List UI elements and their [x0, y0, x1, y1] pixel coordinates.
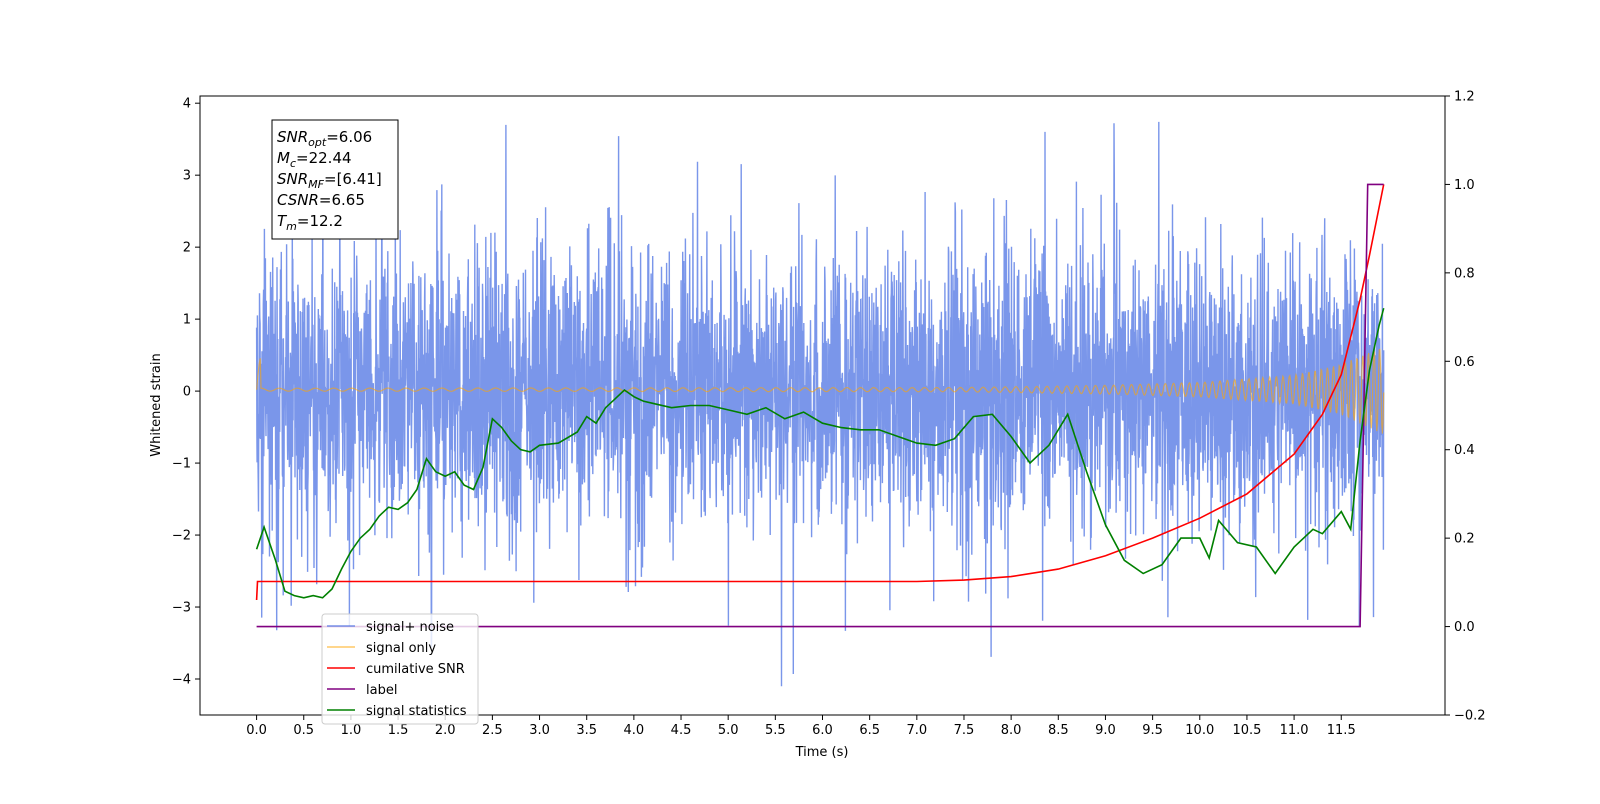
x-tick-label: 2.0	[435, 723, 456, 738]
x-tick-label: 4.0	[624, 723, 645, 738]
info-symbol: SNR	[277, 128, 308, 146]
y2-tick-label: 0.4	[1454, 443, 1475, 458]
x-tick-label: 11.0	[1280, 723, 1309, 738]
x-tick-label: 10.0	[1185, 723, 1214, 738]
y2-tick-label: 0.0	[1454, 620, 1475, 635]
y2-tick-label: 0.6	[1454, 355, 1475, 370]
x-tick-label: 5.0	[718, 723, 739, 738]
info-symbol: CSNR	[277, 191, 319, 209]
x-tick-label: 3.5	[576, 723, 597, 738]
info-value: =6.06	[326, 128, 372, 146]
y-tick-label: 2	[183, 241, 191, 256]
info-subscript: m	[286, 220, 297, 233]
x-tick-label: 1.0	[341, 723, 362, 738]
y2-tick-label: 0.2	[1454, 532, 1475, 547]
y-tick-label: 1	[183, 313, 191, 328]
x-axis-label: Time (s)	[795, 745, 849, 760]
y2-tick-label: 1.0	[1454, 178, 1475, 193]
info-symbol: SNR	[277, 170, 308, 188]
info-subscript: MF	[308, 178, 324, 191]
x-tick-label: 10.5	[1232, 723, 1261, 738]
y-axis-label: Whitened strain	[149, 353, 164, 456]
legend: signal+ noise signal only cumilative SNR la…	[322, 614, 478, 724]
info-line: CSNR=6.65	[277, 191, 365, 209]
x-tick-label: 9.5	[1142, 723, 1163, 738]
y-tick-label: −4	[172, 673, 191, 688]
y2-tick-label: 1.2	[1454, 90, 1475, 105]
y-tick-label: 3	[183, 169, 191, 184]
x-tick-label: 8.0	[1001, 723, 1022, 738]
legend-label-signal-only: signal only	[366, 641, 436, 656]
info-line: SNRMF=[6.41]	[277, 170, 382, 191]
x-tick-label: 11.5	[1327, 723, 1356, 738]
legend-label-label: label	[366, 683, 397, 698]
x-tick-label: 5.5	[765, 723, 786, 738]
x-tick-label: 7.0	[906, 723, 927, 738]
y2-tick-label: 0.8	[1454, 266, 1475, 281]
x-tick-label: 3.0	[529, 723, 550, 738]
info-line: Mc=22.44	[277, 149, 352, 170]
x-tick-label: 2.5	[482, 723, 503, 738]
y-tick-label: 4	[183, 97, 191, 112]
info-value: =22.44	[296, 149, 352, 167]
info-subscript: opt	[308, 136, 327, 149]
x-tick-label: 6.5	[859, 723, 880, 738]
y-tick-label: −2	[172, 529, 191, 544]
series-layer	[257, 122, 1384, 686]
x-tick-label: 6.0	[812, 723, 833, 738]
x-tick-label: 9.0	[1095, 723, 1116, 738]
x-tick-label: 0.0	[246, 723, 267, 738]
legend-label-signal-statistics: signal statistics	[366, 704, 467, 719]
x-tick-label: 0.5	[293, 723, 314, 738]
x-tick-label: 7.5	[954, 723, 975, 738]
y-tick-label: 0	[183, 385, 191, 400]
y-tick-label: −3	[172, 601, 191, 616]
legend-label-signal-noise: signal+ noise	[366, 620, 454, 635]
x-tick-label: 4.5	[671, 723, 692, 738]
y2-tick-label: −0.2	[1454, 709, 1486, 724]
y-tick-label: −1	[172, 457, 191, 472]
info-value: =6.65	[319, 191, 365, 209]
x-tick-label: 1.5	[388, 723, 409, 738]
info-value: =12.2	[297, 212, 343, 230]
info-symbol: M	[277, 149, 290, 167]
info-value: =[6.41]	[324, 170, 382, 188]
info-box: SNRopt=6.06Mc=22.44SNRMF=[6.41]CSNR=6.65…	[272, 120, 398, 239]
legend-label-cumilative-snr: cumilative SNR	[366, 662, 465, 677]
series-signal-noise	[257, 122, 1384, 686]
x-tick-label: 8.5	[1048, 723, 1069, 738]
